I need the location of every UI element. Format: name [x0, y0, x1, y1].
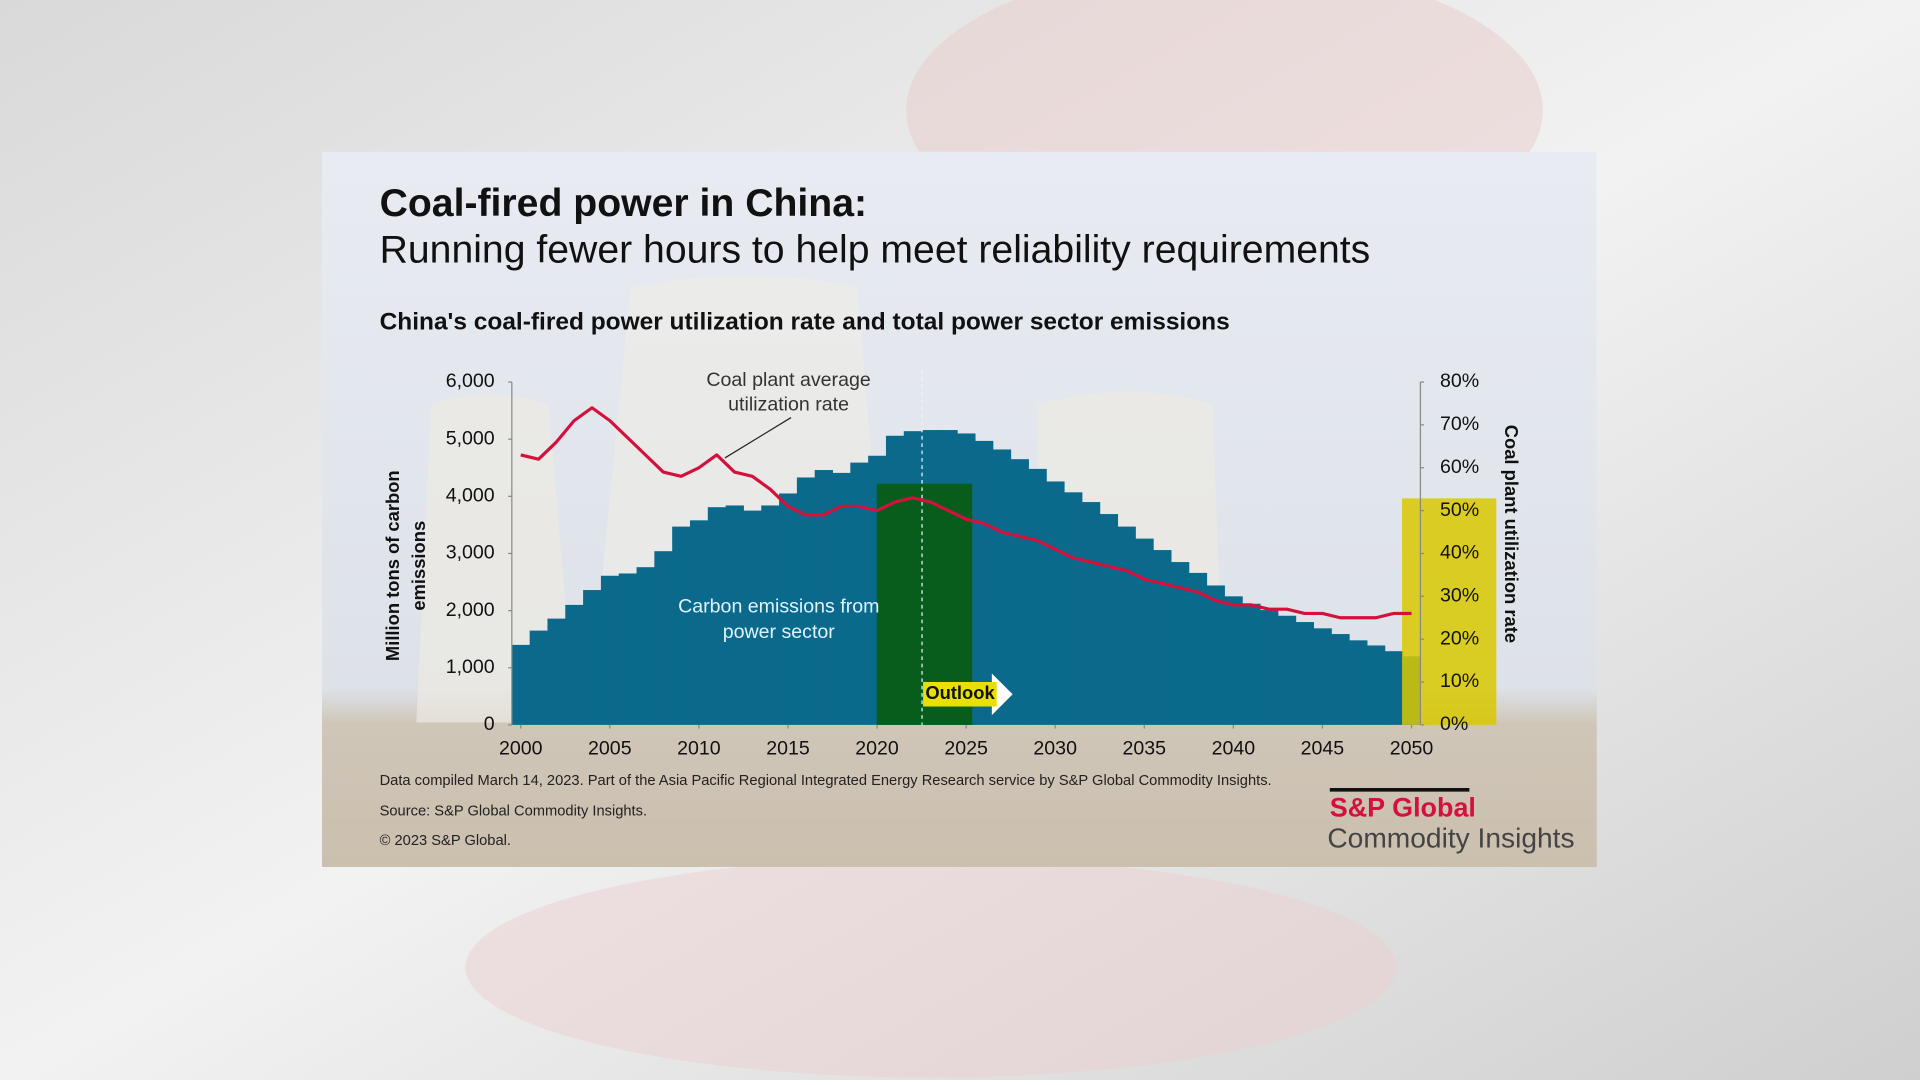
bar: [975, 440, 994, 725]
y2-tick-label: 20%: [1440, 627, 1479, 649]
x-tick-label: 2000: [499, 738, 543, 760]
line: [520, 406, 1412, 620]
y2-tick-label: 80%: [1440, 370, 1479, 392]
y2-tick-label: 30%: [1440, 584, 1479, 606]
y2-tick-label: 70%: [1440, 413, 1479, 435]
bar: [1081, 502, 1101, 725]
bar: [672, 526, 691, 725]
bar: [689, 520, 709, 725]
logo: Commodity Insights: [1327, 822, 1574, 853]
bar: [1242, 603, 1261, 725]
bar: [600, 575, 620, 725]
y-tick-label: 6,000: [446, 370, 495, 392]
outlook-box: [923, 682, 997, 707]
bar: [583, 590, 602, 725]
y-tick-label: 2,000: [446, 599, 495, 621]
x-tick-label: 2040: [1212, 738, 1256, 760]
bar: [1046, 481, 1065, 725]
x-tick-label: 2035: [1122, 738, 1166, 760]
y2-tick-label: 10%: [1440, 670, 1479, 692]
logo: S&P Global: [1330, 792, 1476, 822]
background-blur: [465, 857, 1396, 1078]
bar: [1384, 651, 1404, 725]
annotation: power sector: [723, 621, 836, 643]
x-tick-label: 2025: [944, 738, 988, 760]
bar: [1331, 634, 1350, 725]
bar: [725, 505, 744, 725]
y-tick-label: 3,000: [446, 542, 495, 564]
x-tick-label: 2030: [1033, 738, 1077, 760]
bar: [1224, 596, 1243, 725]
bar: [1313, 628, 1332, 725]
bar: [761, 505, 780, 725]
bar: [1099, 514, 1119, 725]
x-tick-label: 2010: [677, 738, 721, 760]
bar: [1117, 526, 1136, 725]
annotation-pointer: [724, 417, 792, 459]
highlight: [1402, 498, 1497, 725]
bar: [1028, 468, 1047, 725]
y2-axis-label: Coal plant utilization rate: [1501, 425, 1522, 643]
plot: Outlook 0 1,000 2,000 3,000 4,000 5,000 6,000 0%…: [446, 369, 1497, 760]
bar: [1135, 538, 1154, 725]
bar: [1295, 622, 1315, 725]
title: Coal-fired power in China:: [380, 182, 868, 225]
bar: [992, 449, 1012, 725]
bar: [511, 644, 531, 725]
y-tick-label: 5,000: [446, 427, 495, 449]
bar: [1064, 492, 1083, 725]
bar: [814, 470, 833, 725]
bar: [1170, 562, 1190, 725]
y-tick-label: 4,000: [446, 484, 495, 506]
bar: [850, 462, 869, 725]
bar: [743, 510, 762, 725]
bar: [1366, 645, 1386, 725]
footnote: Data compiled March 14, 2023. Part of th…: [380, 773, 1272, 789]
bar: [1153, 550, 1172, 725]
footnote: Source: S&P Global Commodity Insights.: [380, 804, 647, 820]
bar: [1277, 615, 1297, 725]
y-axis-label: emissions: [408, 521, 429, 611]
bar: [1188, 572, 1208, 725]
annotation: Carbon emissions from: [678, 596, 879, 618]
x-tick-label: 2005: [588, 738, 632, 760]
bar: [779, 493, 798, 725]
bar: [832, 472, 851, 725]
y2-tick-label: 0%: [1440, 713, 1468, 735]
bar: [547, 618, 566, 725]
y2-tick-label: 60%: [1440, 456, 1479, 478]
bar: [654, 551, 673, 725]
bar: [796, 477, 816, 725]
bar: [565, 604, 584, 725]
bar: [1260, 610, 1279, 725]
x-tick-label: 2020: [855, 738, 899, 760]
y2-tick-label: 40%: [1440, 542, 1479, 564]
subtitle: Running fewer hours to help meet reliabi…: [380, 229, 1371, 272]
annotation: Coal plant average: [706, 369, 870, 391]
footnote: © 2023 S&P Global.: [380, 833, 511, 849]
chart-title: China's coal-fired power utilization rat…: [380, 309, 1230, 336]
bar: [707, 507, 727, 725]
outlook-label: Outlook: [925, 682, 995, 703]
annotation: utilization rate: [728, 393, 849, 415]
y2-tick-label: 50%: [1440, 499, 1479, 521]
bar: [1349, 640, 1368, 725]
x-tick-label: 2045: [1301, 738, 1345, 760]
bar: [1010, 459, 1029, 725]
y-tick-label: 0: [484, 713, 495, 735]
bar: [618, 573, 638, 725]
bar: [529, 630, 548, 725]
x-tick-label: 2050: [1390, 738, 1434, 760]
y-axis-label: Million tons of carbon: [382, 470, 403, 661]
bar: [1206, 585, 1225, 725]
y-tick-label: 1,000: [446, 656, 495, 678]
bar: [636, 567, 655, 725]
x-tick-label: 2015: [766, 738, 810, 760]
